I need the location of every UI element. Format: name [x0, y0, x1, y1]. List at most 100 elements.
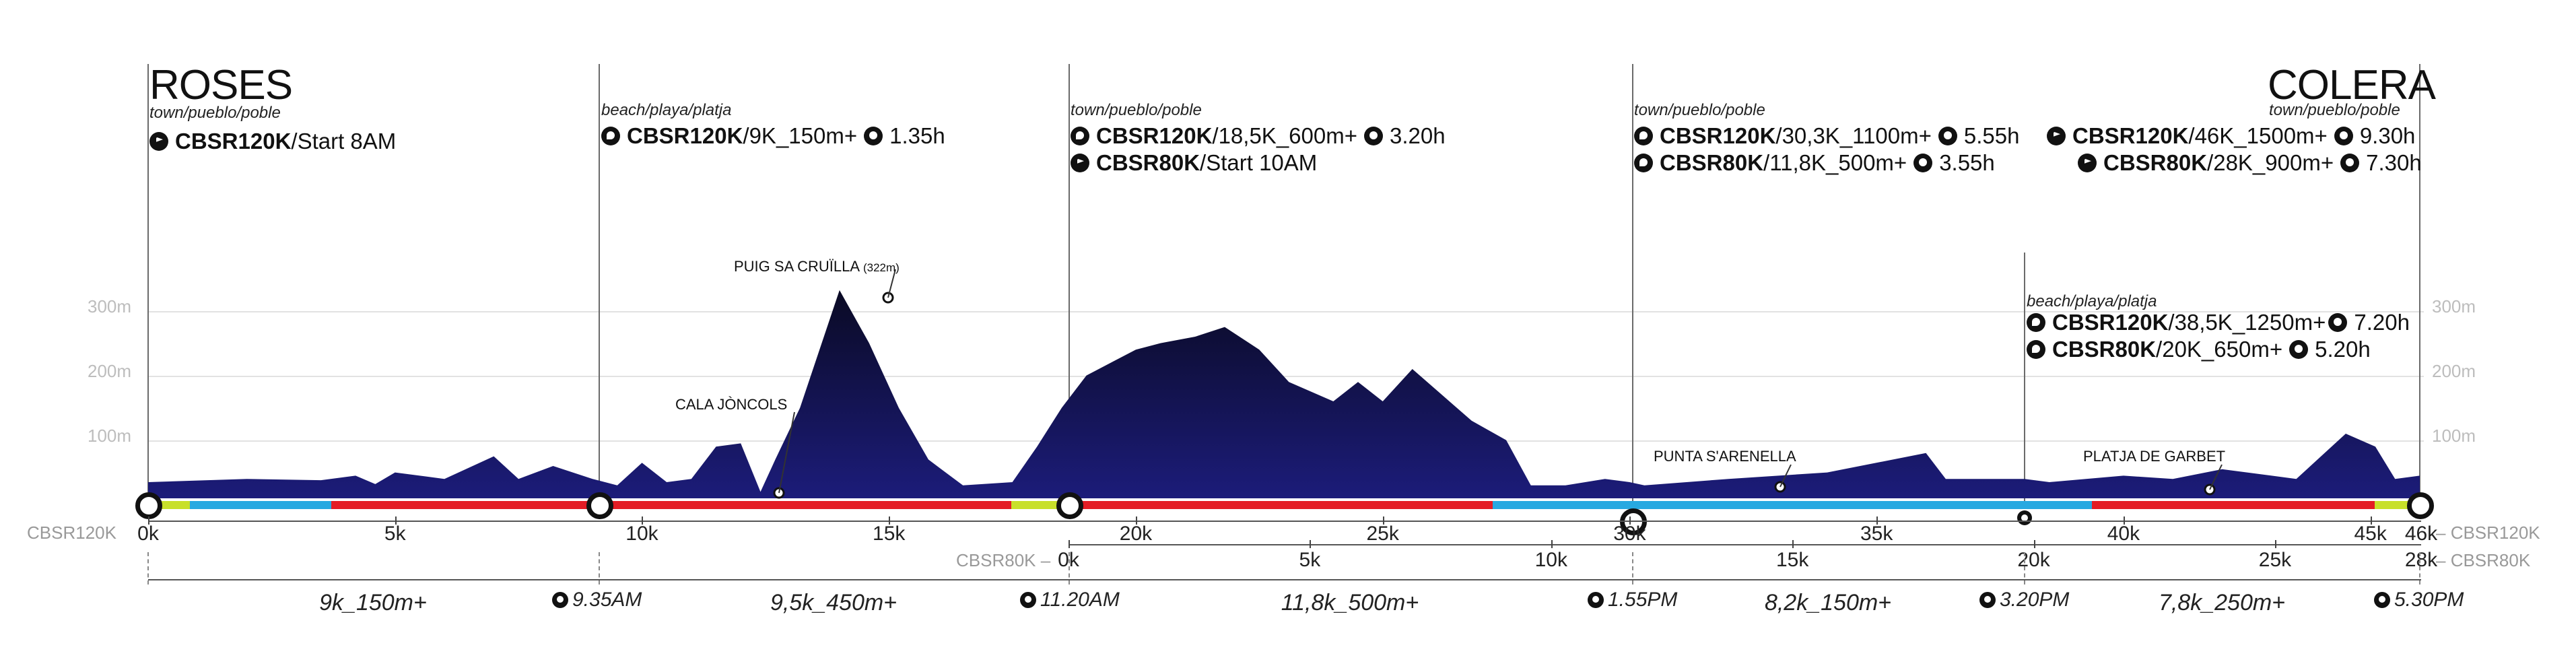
cp2-line1: CBSR120K /18,5K_600m+ 3.20h — [1071, 125, 1446, 147]
clock-icon — [1938, 126, 1957, 145]
landmark-puig-name: PUIG SA CRUÏLLA — [734, 258, 859, 275]
cp3-race1: CBSR120K — [1660, 123, 1776, 148]
axis120-tick — [1135, 516, 1137, 525]
route-bar-red-4 — [2092, 501, 2375, 509]
clock-icon — [2328, 312, 2348, 332]
cp3-time1: 5.55h — [1963, 123, 2020, 148]
station-line-cp2 — [1069, 64, 1070, 505]
cp2-type: town/pueblo/poble — [1071, 101, 1202, 119]
axis80-label-right-text: CBSR80K — [2450, 550, 2531, 570]
axis120-tick-label: 35k — [1860, 523, 1893, 545]
axis120-label-right-text: CBSR120K — [2450, 523, 2540, 543]
cp3-line2: CBSR80K /11,8K_500m+ 3.55h — [1634, 152, 1995, 174]
station-line-cp4 — [2024, 253, 2025, 505]
axis120-tick — [889, 516, 891, 525]
axis80-tick — [1310, 540, 1312, 548]
cp1-line: CBSR120K /9K_150m+ 1.35h — [601, 125, 945, 147]
pin-icon — [1071, 126, 1089, 145]
clock-icon — [864, 126, 883, 145]
colera-line2: CBSR80K /28K_900m+ 7.30h — [2078, 152, 2422, 174]
checkpoint-roses[interactable] — [135, 492, 162, 519]
axis120-tick-label: 40k — [2107, 523, 2140, 545]
checkpoint-1[interactable] — [586, 492, 613, 519]
place-roses: ROSES — [149, 62, 293, 108]
clock-icon — [1913, 153, 1933, 172]
axis120-tick — [642, 516, 644, 525]
clock-icon — [2374, 592, 2390, 608]
elevation-label-300m-left: 300m — [88, 296, 132, 316]
axis120-tick-label: 30k — [1613, 523, 1646, 545]
cp2-info2: /Start 10AM — [1200, 150, 1318, 175]
time-colera-text: 5.30PM — [2394, 589, 2464, 611]
segment-3: 11,8k_500m+ — [1281, 590, 1419, 615]
checkpoint-colera[interactable] — [2407, 492, 2434, 519]
route-bar-yellow-mid — [1011, 501, 1069, 509]
axis120-tick — [1629, 516, 1631, 525]
leader-puig — [887, 269, 896, 298]
pin-icon — [1634, 153, 1653, 172]
axis120-tick — [395, 516, 397, 525]
dash-cp2 — [1069, 552, 1070, 584]
cp2-info1: /18,5K_600m+ — [1212, 123, 1357, 148]
cp1-info: /9K_150m+ — [743, 123, 858, 148]
finish-icon — [2047, 126, 2066, 145]
cp3-type: town/pueblo/poble — [1634, 101, 1765, 119]
checkpoint-3[interactable] — [1620, 508, 1647, 535]
roses-info: /Start 8AM — [291, 129, 397, 154]
cp2-race2: CBSR80K — [1096, 150, 1200, 175]
cp3-race2: CBSR80K — [1660, 150, 1764, 175]
axis80-tick — [1792, 540, 1794, 548]
station-line-colera — [2419, 64, 2420, 505]
time-cp1-text: 9.35AM — [572, 589, 642, 611]
axis80-tick — [2033, 540, 2035, 548]
segment-4: 8,2k_150m+ — [1764, 590, 1892, 615]
cp4-line1: CBSR120K /38,5K_1250m+ 7.20h — [2027, 311, 2410, 333]
checkpoint-4[interactable] — [2017, 510, 2032, 525]
dash-cp4 — [2024, 552, 2025, 584]
cp3-line1: CBSR120K /30,3K_1100m+ 5.55h — [1634, 125, 2019, 147]
axis120-tick — [2370, 516, 2372, 525]
clock-icon — [1020, 592, 1036, 608]
pin-icon — [601, 126, 620, 145]
axis80-end-label: 28k — [2404, 549, 2438, 571]
route-bar-blue-1 — [190, 501, 331, 509]
axis120-line — [148, 521, 2421, 522]
axis80-tick-label: 15k — [1775, 549, 1809, 571]
clock-icon — [2340, 153, 2360, 172]
cp4-race1: CBSR120K — [2052, 310, 2169, 335]
clock-icon — [1588, 592, 1604, 608]
place-colera-type: town/pueblo/poble — [2269, 101, 2400, 119]
dash-roses — [147, 552, 149, 584]
cp2-line2: CBSR80K /Start 10AM — [1071, 152, 1317, 174]
checkpoint-2[interactable] — [1056, 492, 1083, 519]
colera-line1: CBSR120K /46K_1500m+ 9.30h — [2047, 125, 2415, 147]
route-bar-blue-3 — [2025, 501, 2092, 509]
leader-cala — [778, 411, 795, 494]
axis80-tick — [2274, 540, 2276, 548]
cp3-info1: /30,3K_1100m+ — [1775, 123, 1932, 148]
colera-race1: CBSR120K — [2072, 123, 2189, 148]
axis80-tick — [1069, 540, 1070, 548]
axis120-label-left: CBSR120K — [27, 523, 116, 543]
route-bar-red-1 — [331, 501, 601, 509]
time-cp2-text: 11.20AM — [1040, 589, 1120, 611]
clock-icon — [552, 592, 568, 608]
elevation-label-300m-right: 300m — [2432, 296, 2476, 316]
cp1-type: beach/playa/platja — [601, 101, 732, 119]
cp3-time2: 3.55h — [1939, 150, 1995, 175]
route-bar-red-2 — [601, 501, 1011, 509]
cp4-race2: CBSR80K — [2052, 337, 2157, 362]
time-cp4: 3.20PM — [1979, 590, 2069, 610]
clock-icon — [1979, 592, 1996, 608]
axis120-tick-label: 0k — [137, 523, 159, 545]
axis80-tick — [1551, 540, 1553, 548]
leader-punta — [1780, 464, 1792, 488]
cp2-race1: CBSR120K — [1096, 123, 1213, 148]
axis120-tick-label: 5k — [384, 523, 406, 545]
axis80-label-left-text: CBSR80K — [956, 550, 1036, 570]
elevation-label-200m-right: 200m — [2432, 361, 2476, 381]
axis120-tick — [1876, 516, 1878, 525]
time-cp1: 9.35AM — [552, 590, 642, 610]
pin-icon — [1634, 126, 1653, 145]
